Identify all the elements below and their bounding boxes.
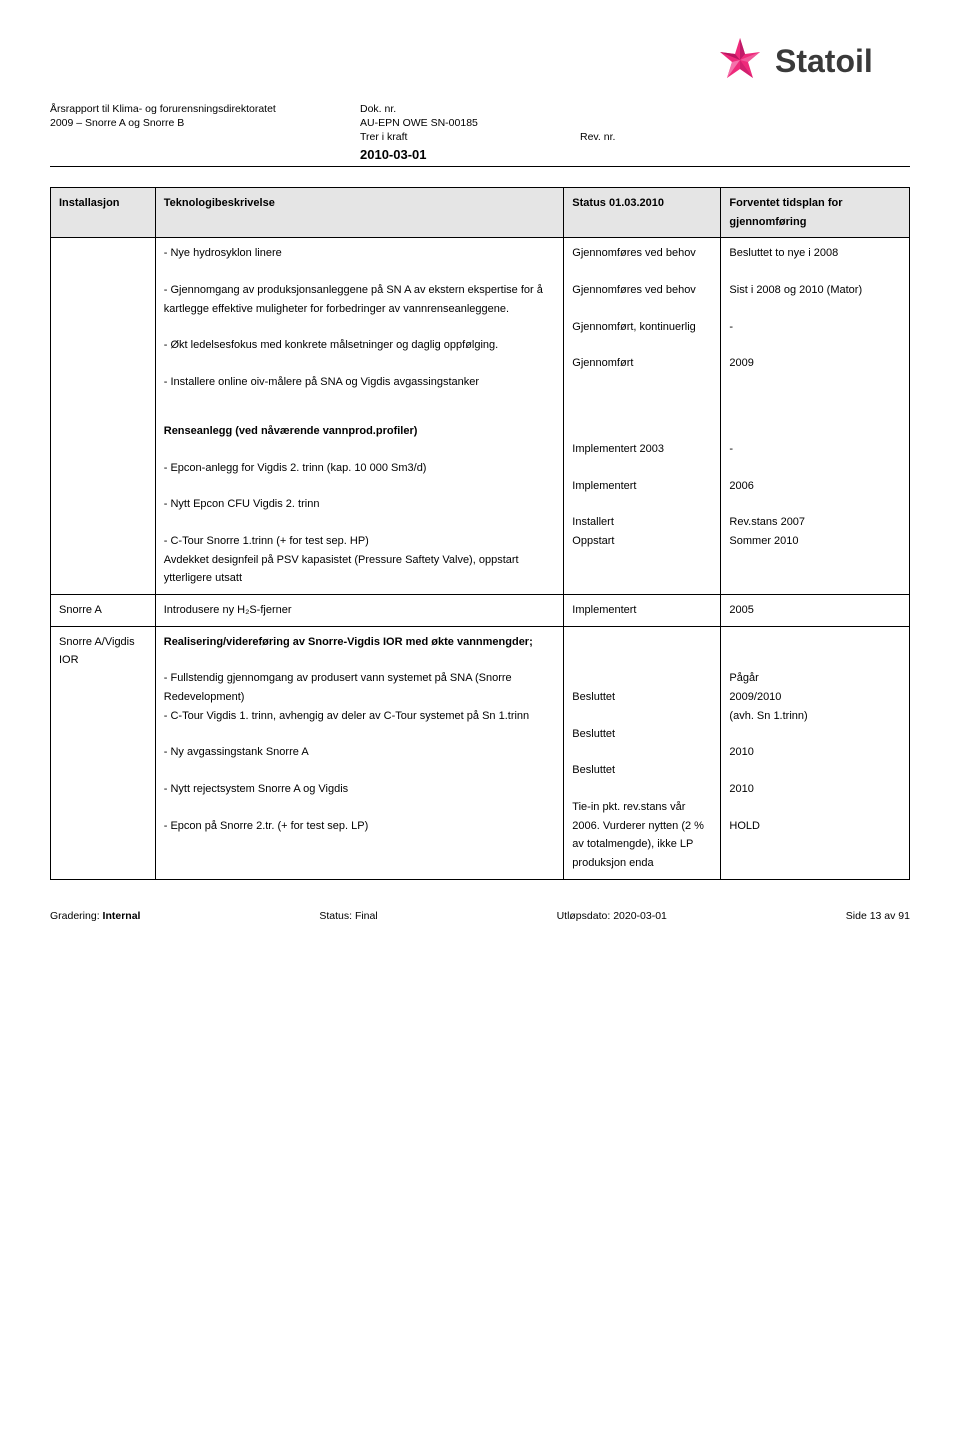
header-separator bbox=[50, 166, 910, 167]
cell-text: - Økt ledelsesfokus med konkrete målsetn… bbox=[164, 336, 556, 355]
cell-text: Gjennomført bbox=[572, 354, 712, 373]
table-body: - Nye hydrosyklon linere - Gjennomgang av… bbox=[51, 238, 910, 879]
header-r1c3 bbox=[580, 103, 770, 115]
cell-text: 2005 bbox=[729, 601, 901, 620]
cell-text bbox=[572, 633, 712, 652]
cell-text: - Epcon på Snorre 2.tr. (+ for test sep.… bbox=[164, 817, 556, 836]
cell-text: - Fullstendig gjennomgang av produsert v… bbox=[164, 669, 556, 706]
th-status: Status 01.03.2010 bbox=[564, 188, 721, 238]
footer-mid-value: Final bbox=[355, 910, 378, 922]
cell-text: - bbox=[729, 440, 901, 459]
cell-text: - Nye hydrosyklon linere bbox=[164, 244, 556, 263]
cell-text bbox=[729, 403, 901, 422]
header-date: 2010-03-01 bbox=[360, 147, 910, 162]
cell-text: - Epcon-anlegg for Vigdis 2. trinn (kap.… bbox=[164, 459, 556, 478]
th-teknologi: Teknologibeskrivelse bbox=[155, 188, 564, 238]
table-row: Snorre A/Vigdis IOR Realisering/viderefør… bbox=[51, 626, 910, 879]
header-title-1: Årsrapport til Klima- og forurensningsdi… bbox=[50, 103, 360, 115]
cell-text bbox=[729, 633, 901, 652]
cell-text: 2010 bbox=[729, 780, 901, 799]
header-revnr-label: Rev. nr. bbox=[580, 131, 770, 143]
cell-text: 2009 bbox=[729, 354, 901, 373]
cell-text: 2009/2010(avh. Sn 1.trinn) bbox=[729, 688, 901, 725]
footer-mid2-value: 2020-03-01 bbox=[613, 910, 667, 922]
logo-area: Statoil bbox=[50, 30, 910, 93]
header-doknr-label: Dok. nr. bbox=[360, 103, 580, 115]
footer-left: Gradering: Internal bbox=[50, 910, 140, 922]
cell-c1: Realisering/videreføring av Snorre-Vigdi… bbox=[155, 626, 564, 879]
footer-mid2: Utløpsdato: 2020-03-01 bbox=[557, 910, 667, 922]
cell-c1: Introdusere ny H₂S-fjerner bbox=[155, 594, 564, 626]
cell-text bbox=[572, 403, 712, 422]
cell-text: Gjennomført, kontinuerlig bbox=[572, 318, 712, 337]
cell-text: - Nytt rejectsystem Snorre A og Vigdis bbox=[164, 780, 556, 799]
cell-installasjon: Snorre A/Vigdis IOR bbox=[51, 626, 156, 879]
footer-mid-label: Status: bbox=[319, 910, 352, 922]
header-docid: AU-EPN OWE SN-00185 bbox=[360, 117, 580, 129]
cell-c2: Besluttet Besluttet Besluttet Tie-in pkt. r… bbox=[564, 626, 721, 879]
cell-c2: Gjennomføres ved behov Gjennomføres ved b… bbox=[564, 238, 721, 595]
cell-text: Introdusere ny H₂S-fjerner bbox=[164, 601, 556, 620]
cell-text: HOLD bbox=[729, 817, 901, 836]
cell-text: Besluttet to nye i 2008 bbox=[729, 244, 901, 263]
cell-text: Gjennomføres ved behov bbox=[572, 244, 712, 263]
cell-text: 2006 bbox=[729, 477, 901, 496]
footer-left-label: Gradering: bbox=[50, 910, 100, 922]
th-installasjon: Installasjon bbox=[51, 188, 156, 238]
table-header-row: Installasjon Teknologibeskrivelse Status… bbox=[51, 188, 910, 238]
footer-mid2-label: Utløpsdato: bbox=[557, 910, 611, 922]
cell-text: Pågår bbox=[729, 669, 901, 688]
cell-text: - C-Tour Vigdis 1. trinn, avhengig av de… bbox=[164, 707, 556, 726]
cell-c1: - Nye hydrosyklon linere - Gjennomgang av… bbox=[155, 238, 564, 595]
cell-text: Tie-in pkt. rev.stans vår 2006. Vurderer… bbox=[572, 798, 712, 873]
cell-text: Realisering/videreføring av Snorre-Vigdi… bbox=[164, 633, 556, 652]
cell-text: Implementert bbox=[572, 477, 712, 496]
header-r3c1 bbox=[50, 131, 360, 143]
doc-header: Årsrapport til Klima- og forurensningsdi… bbox=[50, 103, 910, 143]
cell-text: Besluttet bbox=[572, 688, 712, 707]
cell-text: InstallertOppstart bbox=[572, 513, 712, 550]
cell-text: 2010 bbox=[729, 743, 901, 762]
logo-text: Statoil bbox=[775, 43, 873, 79]
cell-text: Besluttet bbox=[572, 725, 712, 744]
cell-c2: Implementert bbox=[564, 594, 721, 626]
cell-text: - Installere online oiv-målere på SNA og… bbox=[164, 373, 556, 392]
cell-c3: Pågår2009/2010(avh. Sn 1.trinn) 2010 2010 H… bbox=[721, 626, 910, 879]
cell-text: - Gjennomgang av produksjonsanleggene på… bbox=[164, 281, 556, 318]
page-footer: Gradering: Internal Status: Final Utløps… bbox=[50, 910, 910, 922]
cell-text: Implementert 2003 bbox=[572, 440, 712, 459]
footer-left-value: Internal bbox=[103, 910, 141, 922]
cell-text: Sist i 2008 og 2010 (Mator) bbox=[729, 281, 901, 300]
header-trer-label: Trer i kraft bbox=[360, 131, 580, 143]
cell-text: Rev.stans 2007Sommer 2010 bbox=[729, 513, 901, 550]
cell-installasjon: Snorre A bbox=[51, 594, 156, 626]
main-table: Installasjon Teknologibeskrivelse Status… bbox=[50, 187, 910, 880]
table-row: - Nye hydrosyklon linere - Gjennomgang av… bbox=[51, 238, 910, 595]
cell-text: Gjennomføres ved behov bbox=[572, 281, 712, 300]
cell-c3: Besluttet to nye i 2008 Sist i 2008 og 20… bbox=[721, 238, 910, 595]
footer-right: Side 13 av 91 bbox=[846, 910, 910, 922]
footer-right-value: 13 av 91 bbox=[870, 910, 910, 922]
cell-text: - bbox=[729, 318, 901, 337]
cell-text: - C-Tour Snorre 1.trinn (+ for test sep.… bbox=[164, 532, 556, 588]
footer-mid1: Status: Final bbox=[319, 910, 377, 922]
th-tidsplan: Forventet tidsplan for gjennomføring bbox=[721, 188, 910, 238]
statoil-logo: Statoil bbox=[710, 30, 910, 90]
cell-text: Besluttet bbox=[572, 761, 712, 780]
cell-c3: 2005 bbox=[721, 594, 910, 626]
header-title-2: 2009 – Snorre A og Snorre B bbox=[50, 117, 360, 129]
cell-installasjon bbox=[51, 238, 156, 595]
cell-text: - Nytt Epcon CFU Vigdis 2. trinn bbox=[164, 495, 556, 514]
cell-text: Renseanlegg (ved nåværende vannprod.prof… bbox=[164, 422, 556, 441]
table-row: Snorre A Introdusere ny H₂S-fjerner Imple… bbox=[51, 594, 910, 626]
cell-text bbox=[572, 669, 712, 688]
cell-text: Implementert bbox=[572, 601, 712, 620]
cell-text: - Ny avgassingstank Snorre A bbox=[164, 743, 556, 762]
header-r2c3 bbox=[580, 117, 770, 129]
footer-right-label: Side bbox=[846, 910, 867, 922]
